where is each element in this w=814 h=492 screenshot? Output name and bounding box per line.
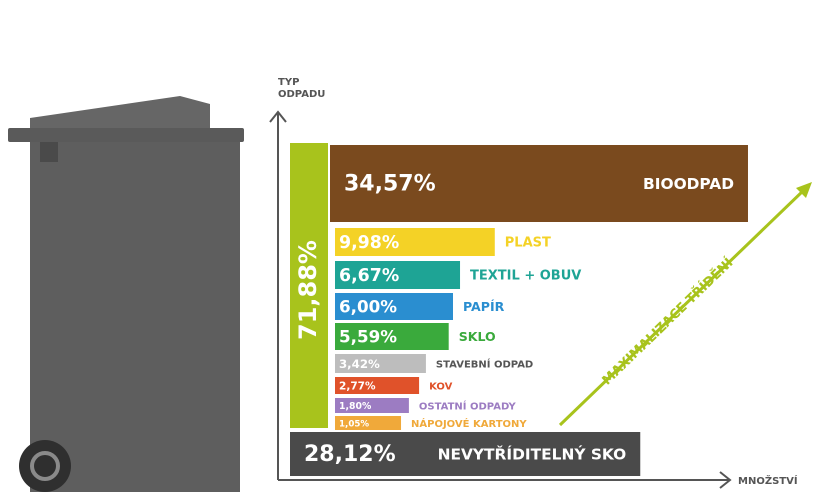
category-label: SKLO xyxy=(459,329,496,344)
category-label: PLAST xyxy=(505,236,551,251)
value-label: 1,80% xyxy=(339,401,372,412)
value-label: 6,00% xyxy=(339,297,397,317)
value-label: 6,67% xyxy=(339,266,399,286)
x-axis-label: MNOŽSTVÍ xyxy=(738,474,798,487)
y-axis-label: ODPADU xyxy=(278,89,325,100)
infographic: TYP ODPADU MNOŽSTVÍ MAXIMALIZACE TŘÍDĚNÍ… xyxy=(0,0,814,492)
y-axis-label: TYP xyxy=(278,77,299,88)
value-label: 2,77% xyxy=(339,381,376,393)
category-label: PAPÍR xyxy=(463,299,505,314)
category-label: KOV xyxy=(429,382,453,393)
value-label: 28,12% xyxy=(304,442,396,467)
category-label: TEXTIL + OBUV xyxy=(470,269,581,284)
value-label: 5,59% xyxy=(339,327,397,347)
waste-bin xyxy=(8,96,244,492)
annotation: MAXIMALIZACE TŘÍDĚNÍ xyxy=(599,255,736,389)
value-label: 9,98% xyxy=(339,233,399,253)
category-label: OSTATNÍ ODPADY xyxy=(419,400,517,413)
value-label: 1,05% xyxy=(339,420,369,430)
category-label: STAVEBNÍ ODPAD xyxy=(436,358,533,371)
category-label: BIOODPAD xyxy=(643,175,734,193)
value-label: 34,57% xyxy=(344,172,436,197)
value-label: 3,42% xyxy=(339,357,380,371)
category-label: NÁPOJOVÉ KARTONY xyxy=(411,417,527,430)
category-label: NEVYTŘÍDITELNÝ SKO xyxy=(438,445,627,464)
total-label: 71,88% xyxy=(294,240,322,340)
